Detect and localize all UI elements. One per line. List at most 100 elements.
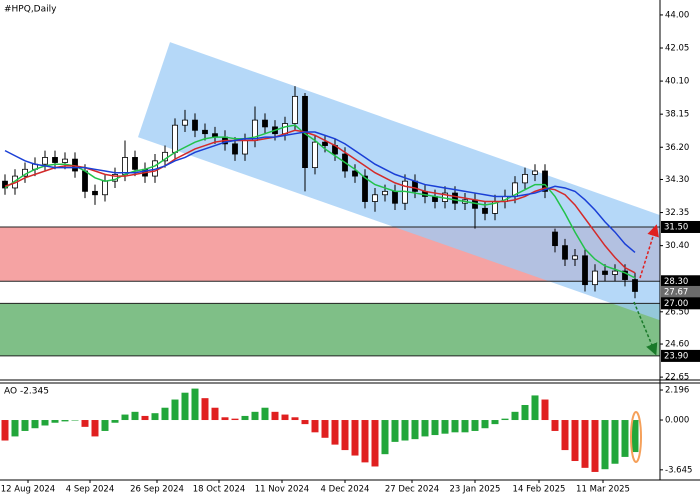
down-arrow	[633, 301, 658, 356]
ao-bar	[281, 414, 289, 421]
ao-bar	[101, 420, 109, 431]
y-tick-label: 22.65	[665, 373, 689, 383]
level-label: 27.00	[664, 299, 688, 309]
ao-bar	[571, 420, 579, 462]
ao-bar	[251, 411, 259, 421]
y-tick-label: 42.05	[665, 44, 689, 54]
ao-bar	[121, 414, 129, 421]
candle-body	[292, 95, 298, 124]
candle-body	[102, 180, 108, 196]
price-pane	[0, 42, 660, 357]
y-tick-label: 34.30	[665, 175, 689, 185]
ao-bar	[511, 411, 519, 421]
ao-bar	[601, 420, 609, 470]
ao-bar	[151, 413, 159, 421]
ao-bar	[291, 417, 299, 421]
y-tick-label: 38.15	[665, 110, 689, 120]
ao-bar	[381, 420, 389, 455]
candle-body	[382, 190, 388, 196]
candle-body	[42, 157, 48, 165]
moving-average	[4, 131, 636, 254]
ao-bar	[21, 420, 29, 431]
candle-body	[602, 270, 608, 275]
candle-body	[232, 143, 238, 155]
candle-body	[372, 194, 378, 202]
ao-bar	[11, 420, 19, 437]
ao-bar	[471, 420, 479, 431]
ao-bar	[261, 407, 269, 421]
ao-bar	[311, 420, 319, 433]
highlight	[630, 411, 642, 463]
candle-body	[182, 119, 188, 126]
ao-bar	[241, 415, 249, 421]
ao-bar	[581, 420, 589, 468]
ao-bar	[211, 407, 219, 421]
ao-bar	[61, 420, 69, 422]
x-tick-label: 26 Sep 2024	[130, 485, 184, 495]
level-badge	[661, 349, 700, 362]
ao-bar	[81, 420, 89, 427]
y-tick-label: 2.196	[665, 386, 689, 396]
x-tick-label: 18 Oct 2024	[193, 485, 246, 495]
candle-body	[542, 170, 548, 192]
ao-bar	[451, 420, 459, 433]
ao-bar	[51, 420, 59, 423]
ao-bar	[161, 407, 169, 421]
ao-bar	[351, 420, 359, 456]
ao-bar	[91, 420, 99, 437]
x-tick-label: 11 Mar 2025	[576, 485, 630, 495]
x-tick-label: 27 Dec 2024	[385, 485, 439, 495]
y-tick-label: 30.40	[665, 241, 689, 251]
x-tick-label: 23 Jan 2025	[450, 485, 501, 495]
ao-bar	[1, 420, 9, 441]
x-tick-label: 14 Feb 2025	[513, 485, 566, 495]
zone	[0, 303, 660, 356]
ao-bar	[301, 420, 309, 425]
chart-title: #HPQ,Daily	[4, 5, 57, 15]
ao-bar	[621, 420, 629, 457]
candle-body	[582, 255, 588, 286]
candle-body	[192, 119, 198, 131]
y-tick-label: 40.10	[665, 77, 689, 87]
ao-bar	[531, 395, 539, 421]
ao-bar	[111, 420, 119, 423]
candle-body	[132, 157, 138, 170]
ao-bar	[171, 399, 179, 421]
ao-bar	[341, 420, 349, 451]
level-label: 27.67	[664, 287, 688, 297]
ao-bar	[481, 420, 489, 429]
candle-body	[282, 123, 288, 135]
ao-bar	[191, 388, 199, 421]
ao-bar	[591, 420, 599, 472]
candle-body	[62, 158, 68, 163]
level-label: 28.30	[664, 277, 688, 287]
candle-body	[52, 157, 58, 163]
y-tick-label: 24.60	[665, 340, 689, 350]
up-arrow	[639, 224, 659, 279]
candle-body	[562, 245, 568, 260]
ao-bar	[181, 392, 189, 421]
candle-body	[92, 190, 98, 196]
ao-bar	[631, 420, 639, 453]
level-label: 23.90	[664, 351, 688, 361]
candle-body	[452, 192, 458, 204]
level-badge	[661, 297, 700, 310]
ao-bar	[141, 415, 149, 421]
candle-body	[622, 270, 628, 280]
ao-bar	[231, 418, 239, 421]
candle-body	[242, 140, 248, 155]
ao-bar	[561, 420, 569, 451]
level-badge	[661, 275, 700, 288]
ao-bar	[541, 399, 549, 421]
level-badge	[661, 285, 700, 298]
ao-bar	[411, 420, 419, 440]
ao-pane	[1, 388, 639, 472]
ao-bar	[391, 420, 399, 442]
candle-body	[362, 175, 368, 202]
candle-body	[412, 180, 418, 192]
candle-body	[392, 190, 398, 204]
candle-body	[552, 231, 558, 247]
ao-bar	[491, 420, 499, 425]
